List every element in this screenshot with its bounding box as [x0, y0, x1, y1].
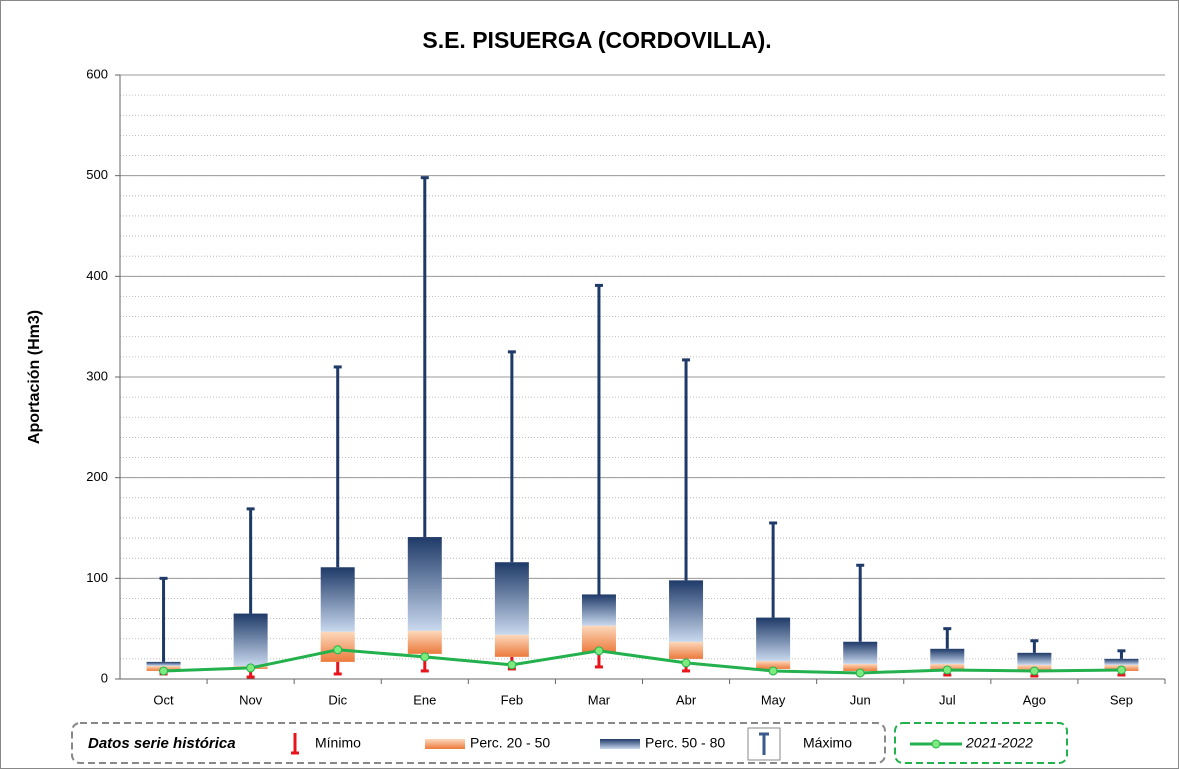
box-upper [1017, 652, 1052, 665]
x-tick-label: Jul [939, 692, 956, 707]
current-marker [855, 668, 865, 678]
box-upper [1104, 658, 1139, 665]
current-marker [420, 652, 430, 662]
y-tick-label: 400 [86, 268, 108, 283]
current-marker [1029, 666, 1039, 676]
legend-label: Mínimo [315, 735, 361, 751]
current-marker [507, 660, 517, 670]
current-marker [246, 663, 256, 673]
box-lower [669, 641, 704, 659]
box-lower [756, 660, 791, 669]
current-marker [1116, 665, 1126, 675]
x-tick-label: Abr [676, 692, 697, 707]
legend-marker [931, 739, 941, 749]
box-upper [930, 648, 965, 664]
x-tick-label: Mar [588, 692, 611, 707]
legend-label: Perc. 50 - 80 [645, 735, 725, 751]
legend-swatch [425, 739, 465, 749]
box-upper [320, 567, 355, 632]
x-tick-label: Feb [501, 692, 523, 707]
box-upper [581, 594, 616, 626]
x-tick-label: Sep [1110, 692, 1133, 707]
box-upper [233, 613, 268, 666]
legend-label: 2021-2022 [965, 735, 1033, 751]
x-tick-label: Ago [1023, 692, 1046, 707]
x-tick-label: May [761, 692, 786, 707]
current-line [163, 648, 1122, 675]
current-marker [681, 658, 691, 668]
current-marker [768, 666, 778, 676]
y-axis-label: Aportación (Hm3) [26, 310, 43, 444]
box-upper [669, 580, 704, 642]
x-tick-label: Oct [153, 692, 174, 707]
x-tick-label: Ene [413, 692, 436, 707]
chart-title: S.E. PISUERGA (CORDOVILLA). [422, 27, 771, 53]
box-lower [407, 630, 442, 654]
current-marker [594, 646, 604, 656]
box-lower [843, 663, 878, 671]
box-upper [756, 617, 791, 661]
current-marker [333, 645, 343, 655]
y-tick-label: 600 [86, 66, 108, 81]
box-upper [407, 537, 442, 631]
y-tick-label: 200 [86, 469, 108, 484]
current-marker [942, 665, 952, 675]
legend-swatch [600, 739, 640, 749]
legend-title: Datos serie histórica [88, 735, 236, 752]
box-upper [494, 562, 529, 635]
legend-box [71, 722, 886, 764]
box-upper [843, 641, 878, 664]
x-tick-label: Nov [239, 692, 263, 707]
box-lower [494, 634, 529, 657]
legend-label: Perc. 20 - 50 [470, 735, 550, 751]
x-tick-label: Jun [850, 692, 871, 707]
y-tick-label: 300 [86, 368, 108, 383]
legend-box-current [894, 722, 1068, 764]
y-tick-label: 0 [101, 670, 108, 685]
x-tick-label: Dic [328, 692, 347, 707]
current-marker [159, 666, 169, 676]
box-upper [146, 661, 181, 666]
legend-label: Máximo [803, 735, 852, 751]
y-tick-label: 100 [86, 570, 108, 585]
y-tick-label: 500 [86, 167, 108, 182]
